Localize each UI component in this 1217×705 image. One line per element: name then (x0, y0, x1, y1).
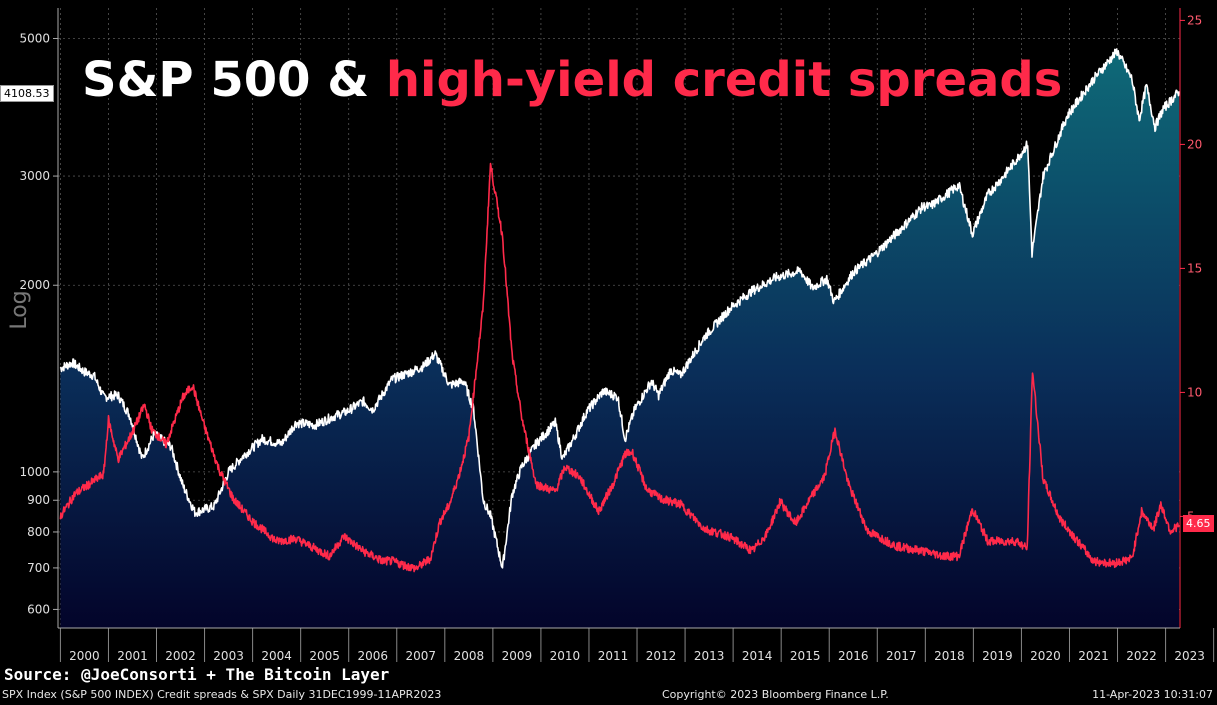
x-tick-label: 2000 (69, 649, 100, 663)
x-tick-label: 2003 (213, 649, 244, 663)
x-tick-label: 2022 (1126, 649, 1157, 663)
chart-title: S&P 500 & high-yield credit spreads (82, 52, 1062, 108)
right-tick-label: 25 (1187, 13, 1202, 27)
x-tick-label: 2019 (982, 649, 1013, 663)
x-tick-label: 2005 (309, 649, 340, 663)
footer-timestamp: 11-Apr-2023 10:31:07 (1092, 688, 1213, 701)
spx-last-value-badge: 4108.53 (0, 85, 54, 102)
x-tick-label: 2014 (742, 649, 773, 663)
spx-area (60, 49, 1179, 628)
left-tick-label: 700 (27, 561, 50, 575)
series-lines (59, 48, 1180, 573)
x-tick-label: 2018 (934, 649, 965, 663)
x-tick-label: 2023 (1174, 649, 1205, 663)
x-tick-label: 2001 (117, 649, 148, 663)
x-tick-label: 2021 (1078, 649, 1109, 663)
x-tick-label: 2009 (502, 649, 533, 663)
x-tick-label: 2010 (550, 649, 581, 663)
x-tick-label: 2013 (694, 649, 725, 663)
title-spread-part: high-yield credit spreads (385, 52, 1063, 108)
source-credit: Source: @JoeConsorti + The Bitcoin Layer (4, 665, 390, 684)
x-tick-label: 2017 (886, 649, 917, 663)
right-tick-label: 15 (1187, 261, 1202, 275)
left-tick-label: 600 (27, 602, 50, 616)
x-tick-label: 2004 (261, 649, 292, 663)
x-tick-label: 2002 (165, 649, 196, 663)
x-tick-label: 2007 (406, 649, 437, 663)
axes: 2000 2001 2002 2003 2004 2005 2006 2007 2008 2009… (7, 8, 1215, 663)
x-tick-label: 2020 (1030, 649, 1061, 663)
left-axis-label: Log (7, 290, 32, 329)
x-tick-label: 2015 (790, 649, 821, 663)
spread-last-value-badge: 4.65 (1183, 515, 1214, 532)
title-spx-part: S&P 500 & (82, 52, 370, 108)
left-tick-label: 900 (27, 493, 50, 507)
x-tick-label: 2011 (598, 649, 629, 663)
x-tick-label: 2008 (454, 649, 485, 663)
footer-copyright: Copyright© 2023 Bloomberg Finance L.P. (662, 688, 889, 701)
credit-spread-line (59, 162, 1180, 573)
left-tick-label: 800 (27, 525, 50, 539)
right-tick-label: 10 (1187, 385, 1202, 399)
spx-line (59, 48, 1180, 569)
footer-description: SPX Index (S&P 500 INDEX) Credit spreads… (2, 688, 442, 701)
x-tick-label: 2006 (357, 649, 388, 663)
spx-area-fill (60, 49, 1179, 628)
left-tick-label: 2000 (19, 278, 50, 292)
left-tick-label: 1000 (19, 465, 50, 479)
left-tick-label: 5000 (19, 32, 50, 46)
x-tick-label: 2016 (838, 649, 869, 663)
left-tick-label: 3000 (19, 169, 50, 183)
right-tick-label: 20 (1187, 137, 1202, 151)
x-tick-label: 2012 (646, 649, 677, 663)
